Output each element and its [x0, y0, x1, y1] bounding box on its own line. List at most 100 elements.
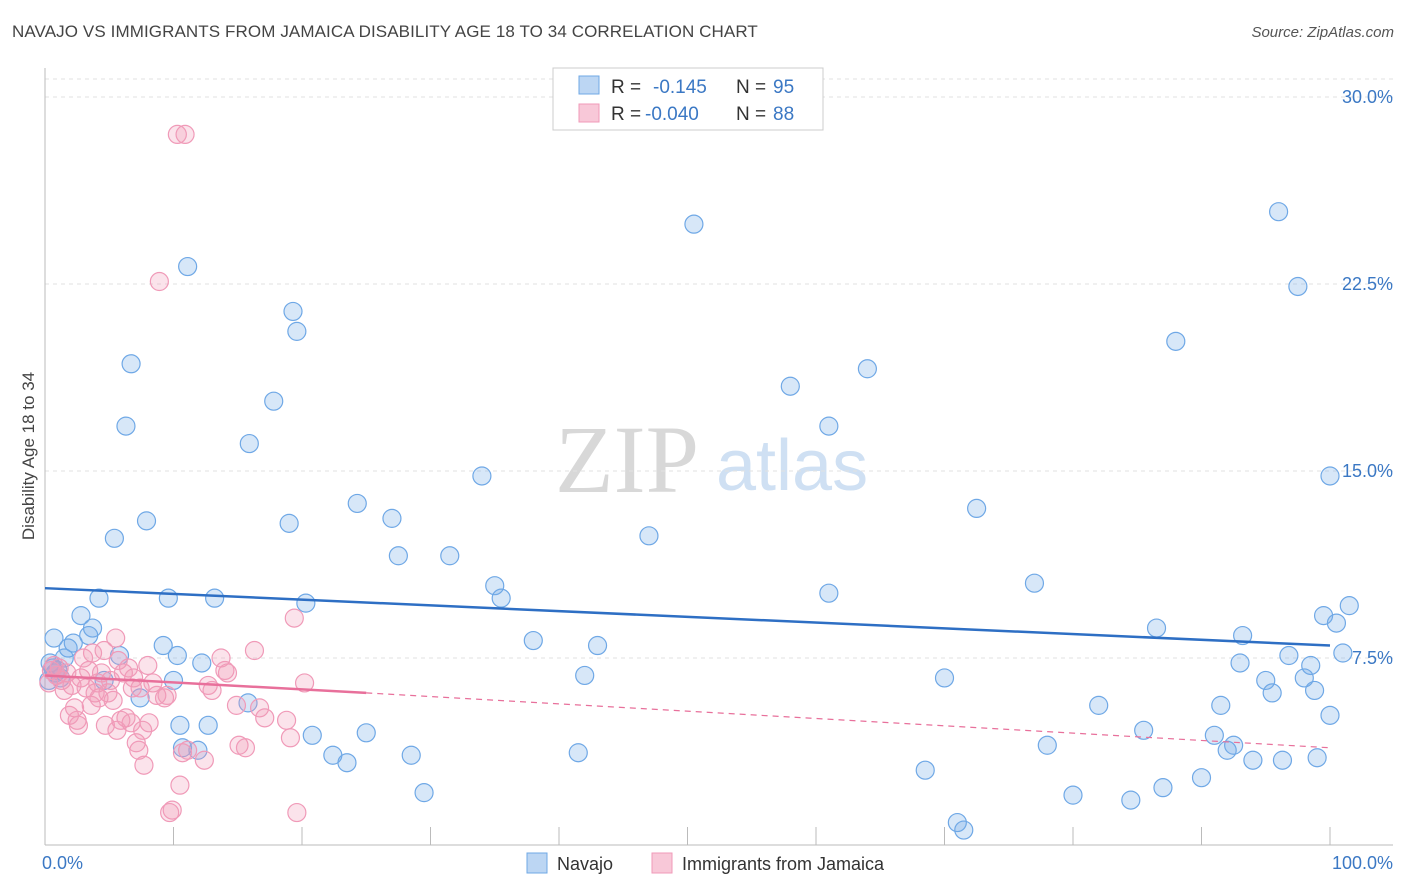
bottom-legend-label-jamaica: Immigrants from Jamaica: [682, 854, 885, 874]
navajo-point: [82, 618, 103, 638]
jamaica-point: [194, 750, 214, 770]
navajo-point: [1294, 668, 1314, 688]
jamaica-point: [154, 688, 175, 708]
navajo-point: [857, 359, 878, 379]
navajo-point: [414, 783, 434, 803]
navajo-point: [568, 743, 588, 763]
navajo-point: [915, 760, 935, 780]
navajo-point: [485, 576, 505, 596]
grid-lines: [45, 78, 1393, 659]
navajo-point: [167, 645, 187, 666]
jamaica-point: [280, 728, 301, 748]
navajo-point: [198, 715, 218, 735]
navajo-point: [1320, 466, 1340, 486]
jamaica-trend-line: [44, 674, 367, 695]
navajo-point: [1191, 768, 1212, 788]
navajo-point: [401, 745, 421, 765]
bottom-legend-swatch-jamaica: [651, 852, 673, 874]
chart-title: NAVAJO VS IMMIGRANTS FROM JAMAICA DISABI…: [12, 22, 758, 41]
navajo-point: [780, 376, 800, 396]
navajo-point: [575, 665, 595, 686]
navajo-point: [44, 628, 64, 648]
navajo-point: [1166, 331, 1186, 351]
jamaica-point: [157, 685, 177, 706]
legend-r-label-1: R =: [611, 77, 641, 98]
jamaica-point: [129, 740, 149, 760]
legend-r-value-1: -0.145: [653, 77, 707, 98]
navajo-point: [934, 668, 955, 688]
watermark-atlas: atlas: [716, 426, 868, 506]
jamaica-point: [118, 658, 139, 678]
jamaica-point: [82, 643, 103, 663]
navajo-point: [136, 511, 157, 531]
jamaica-point: [276, 710, 297, 730]
navajo-point: [1320, 705, 1340, 725]
navajo-point: [178, 256, 198, 277]
navajo-point: [238, 693, 258, 713]
legend-r-label-2: R =: [611, 104, 641, 125]
navajo-point: [587, 635, 608, 656]
navajo-point: [1063, 785, 1083, 805]
axes: [44, 68, 1393, 846]
bottom-legend-swatch-navajo: [526, 852, 548, 874]
y-tick-labels: 7.5% 15.0% 22.5% 30.0%: [1342, 87, 1393, 668]
navajo-point: [264, 391, 284, 411]
legend-swatch-navajo: [578, 75, 600, 95]
jamaica-point: [160, 802, 180, 823]
navajo-point: [158, 588, 178, 608]
jamaica-point: [103, 690, 123, 710]
jamaica-point: [149, 271, 169, 292]
legend-swatch-jamaica: [578, 103, 600, 123]
x-tick-label-min: 0.0%: [42, 853, 83, 873]
navajo-point: [71, 606, 91, 626]
navajo-point: [1272, 750, 1293, 770]
navajo-point: [684, 214, 704, 234]
y-axis-title: Disability Age 18 to 34: [19, 372, 38, 540]
navajo-point: [296, 593, 316, 613]
jamaica-point: [294, 673, 315, 693]
series-jamaica: [39, 124, 315, 823]
navajo-point: [1121, 790, 1141, 810]
navajo-point: [819, 583, 839, 603]
jamaica-point: [244, 640, 265, 661]
navajo-point: [116, 416, 136, 436]
jamaica-point: [215, 660, 235, 681]
navajo-point: [1243, 750, 1263, 770]
jamaica-point: [249, 698, 270, 718]
navajo-point: [523, 630, 543, 651]
navajo-point: [1304, 680, 1325, 701]
y-tick-label: 22.5%: [1342, 274, 1393, 294]
navajo-point: [1024, 573, 1045, 593]
navajo-point: [283, 301, 303, 322]
jamaica-point: [133, 720, 153, 740]
jamaica-point: [89, 688, 109, 708]
jamaica-point: [139, 713, 159, 733]
navajo-point: [89, 588, 109, 608]
navajo-point: [205, 588, 225, 608]
watermark-zip: ZIP: [555, 406, 699, 513]
series-legend: Navajo Immigrants from Jamaica: [526, 852, 885, 874]
jamaica-trend-extension: [366, 692, 1331, 749]
jamaica-point: [124, 668, 144, 688]
navajo-point: [356, 723, 376, 743]
jamaica-point: [287, 802, 307, 823]
jamaica-point: [167, 124, 187, 144]
jamaica-point: [284, 608, 304, 628]
y-tick-label: 15.0%: [1342, 461, 1393, 481]
navajo-point: [1217, 740, 1237, 760]
navajo-point: [54, 648, 74, 668]
navajo-point: [947, 812, 967, 833]
jamaica-point: [175, 124, 195, 144]
correlation-legend: R = -0.145 N = 95 R = -0.040 N = 88: [552, 67, 824, 131]
navajo-point: [954, 820, 974, 840]
jamaica-point: [126, 733, 146, 753]
navajo-point: [1256, 670, 1276, 691]
jamaica-point: [95, 715, 115, 735]
jamaica-point: [226, 695, 247, 715]
jamaica-point: [134, 755, 154, 775]
navajo-point: [967, 498, 987, 518]
navajo-point: [1301, 655, 1321, 676]
x-tick-label-max: 100.0%: [1332, 853, 1393, 873]
navajo-trend-line: [44, 586, 1331, 647]
